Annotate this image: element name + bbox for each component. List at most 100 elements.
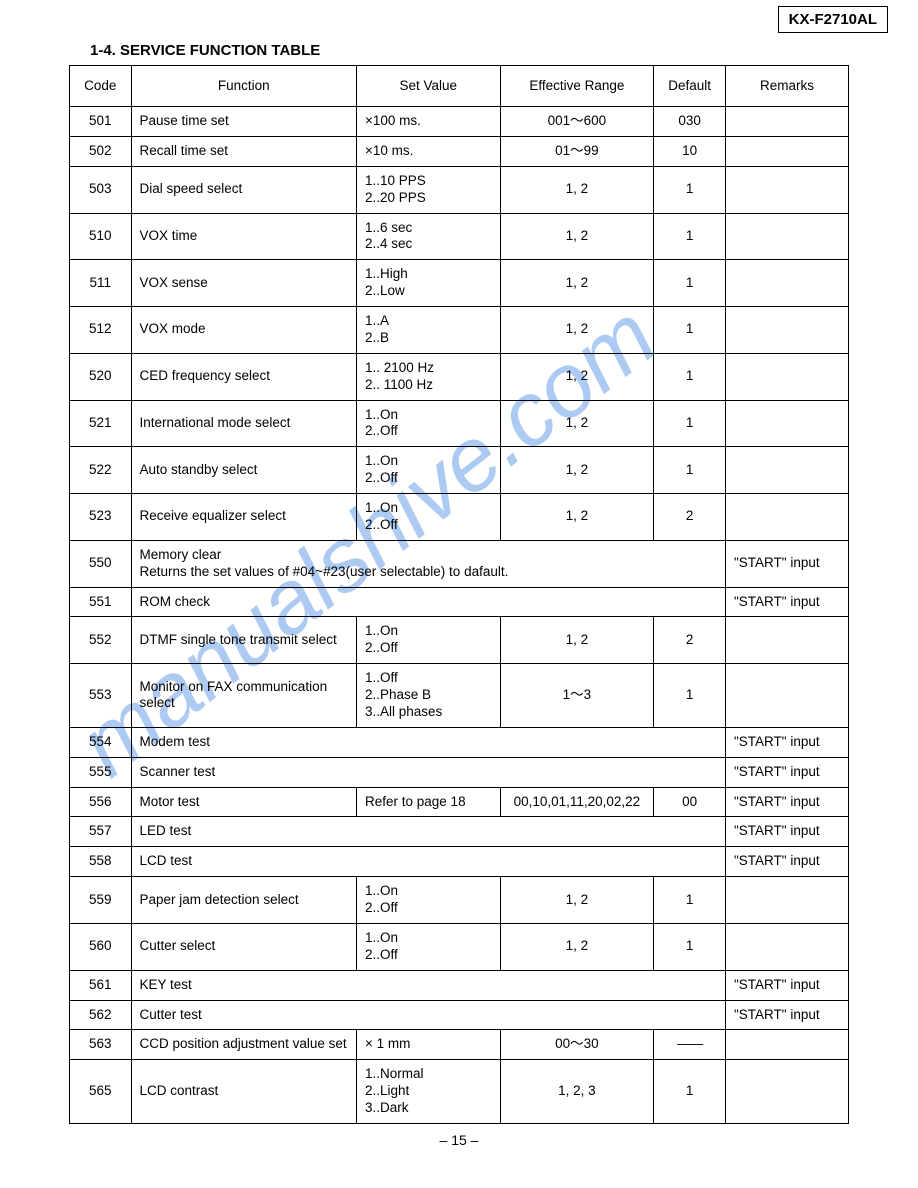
- cell-function-spanned: ROM check: [131, 587, 726, 617]
- cell-default: 1: [654, 353, 726, 400]
- cell-function: Motor test: [131, 787, 357, 817]
- cell-remarks: [726, 1060, 849, 1124]
- cell-function-spanned: Modem test: [131, 727, 726, 757]
- cell-remarks: "START" input: [726, 587, 849, 617]
- cell-default: 1: [654, 213, 726, 260]
- cell-function-spanned: LED test: [131, 817, 726, 847]
- cell-remarks: [726, 664, 849, 728]
- table-row: 521International mode select1..On 2..Off…: [70, 400, 849, 447]
- cell-remarks: [726, 213, 849, 260]
- cell-code: 551: [70, 587, 132, 617]
- cell-remarks: [726, 400, 849, 447]
- cell-default: 10: [654, 136, 726, 166]
- cell-range: 1, 2: [500, 617, 654, 664]
- cell-remarks: [726, 877, 849, 924]
- cell-code: 561: [70, 970, 132, 1000]
- table-row: 561KEY test"START" input: [70, 970, 849, 1000]
- table-row: 523Receive equalizer select1..On 2..Off1…: [70, 494, 849, 541]
- cell-code: 522: [70, 447, 132, 494]
- cell-code: 557: [70, 817, 132, 847]
- cell-range: 1, 2: [500, 877, 654, 924]
- cell-range: 00,10,01,11,20,02,22: [500, 787, 654, 817]
- cell-code: 563: [70, 1030, 132, 1060]
- cell-default: 1: [654, 664, 726, 728]
- cell-function: International mode select: [131, 400, 357, 447]
- table-row: 565LCD contrast1..Normal 2..Light 3..Dar…: [70, 1060, 849, 1124]
- cell-range: 01～99: [500, 136, 654, 166]
- cell-remarks: "START" input: [726, 757, 849, 787]
- cell-range: 1, 2: [500, 923, 654, 970]
- model-number: KX-F2710AL: [789, 11, 877, 28]
- table-row: 554Modem test"START" input: [70, 727, 849, 757]
- cell-range: 1, 2: [500, 400, 654, 447]
- cell-range: 1, 2: [500, 353, 654, 400]
- cell-remarks: "START" input: [726, 727, 849, 757]
- cell-code: 555: [70, 757, 132, 787]
- cell-default: 1: [654, 400, 726, 447]
- cell-function: CCD position adjustment value set: [131, 1030, 357, 1060]
- table-row: 550Memory clear Returns the set values o…: [70, 540, 849, 587]
- cell-setvalue: 1..6 sec 2..4 sec: [357, 213, 501, 260]
- cell-code: 523: [70, 494, 132, 541]
- cell-setvalue: 1..On 2..Off: [357, 923, 501, 970]
- table-row: 558LCD test"START" input: [70, 847, 849, 877]
- cell-function: Auto standby select: [131, 447, 357, 494]
- cell-remarks: "START" input: [726, 817, 849, 847]
- cell-function-spanned: KEY test: [131, 970, 726, 1000]
- cell-function-spanned: Scanner test: [131, 757, 726, 787]
- page-number: – 15 –: [40, 1132, 878, 1148]
- cell-code: 556: [70, 787, 132, 817]
- cell-default: 1: [654, 307, 726, 354]
- cell-setvalue: ×100 ms.: [357, 107, 501, 137]
- cell-code: 510: [70, 213, 132, 260]
- cell-code: 559: [70, 877, 132, 924]
- cell-code: 552: [70, 617, 132, 664]
- cell-remarks: "START" input: [726, 1000, 849, 1030]
- cell-function: Recall time set: [131, 136, 357, 166]
- col-range: Effective Range: [500, 66, 654, 107]
- cell-remarks: [726, 107, 849, 137]
- cell-function: Dial speed select: [131, 166, 357, 213]
- cell-range: 1, 2, 3: [500, 1060, 654, 1124]
- cell-remarks: [726, 136, 849, 166]
- cell-setvalue: 1.. 2100 Hz 2.. 1100 Hz: [357, 353, 501, 400]
- cell-code: 550: [70, 540, 132, 587]
- cell-function: CED frequency select: [131, 353, 357, 400]
- model-number-box: KX-F2710AL: [778, 6, 888, 33]
- table-row: 551ROM check"START" input: [70, 587, 849, 617]
- cell-remarks: "START" input: [726, 540, 849, 587]
- cell-range: 1～3: [500, 664, 654, 728]
- cell-code: 560: [70, 923, 132, 970]
- cell-default: ——: [654, 1030, 726, 1060]
- cell-range: 1, 2: [500, 307, 654, 354]
- cell-setvalue: × 1 mm: [357, 1030, 501, 1060]
- cell-function: Receive equalizer select: [131, 494, 357, 541]
- cell-remarks: [726, 447, 849, 494]
- cell-setvalue: 1..10 PPS 2..20 PPS: [357, 166, 501, 213]
- cell-code: 502: [70, 136, 132, 166]
- table-row: 502Recall time set×10 ms.01～9910: [70, 136, 849, 166]
- cell-remarks: [726, 494, 849, 541]
- cell-remarks: "START" input: [726, 787, 849, 817]
- cell-function: VOX sense: [131, 260, 357, 307]
- cell-range: 1, 2: [500, 447, 654, 494]
- cell-default: 1: [654, 1060, 726, 1124]
- cell-function: Paper jam detection select: [131, 877, 357, 924]
- cell-remarks: [726, 353, 849, 400]
- table-row: 557LED test"START" input: [70, 817, 849, 847]
- cell-setvalue: 1..On 2..Off: [357, 877, 501, 924]
- cell-default: 1: [654, 923, 726, 970]
- cell-setvalue: 1..On 2..Off: [357, 617, 501, 664]
- cell-setvalue: 1..On 2..Off: [357, 447, 501, 494]
- cell-remarks: "START" input: [726, 970, 849, 1000]
- cell-code: 553: [70, 664, 132, 728]
- cell-range: 1, 2: [500, 213, 654, 260]
- cell-code: 558: [70, 847, 132, 877]
- table-row: 560Cutter select1..On 2..Off1, 21: [70, 923, 849, 970]
- cell-function-spanned: Memory clear Returns the set values of #…: [131, 540, 726, 587]
- table-row: 559Paper jam detection select1..On 2..Of…: [70, 877, 849, 924]
- table-row: 520CED frequency select1.. 2100 Hz 2.. 1…: [70, 353, 849, 400]
- table-row: 552DTMF single tone transmit select1..On…: [70, 617, 849, 664]
- cell-default: 030: [654, 107, 726, 137]
- cell-setvalue: 1..On 2..Off: [357, 400, 501, 447]
